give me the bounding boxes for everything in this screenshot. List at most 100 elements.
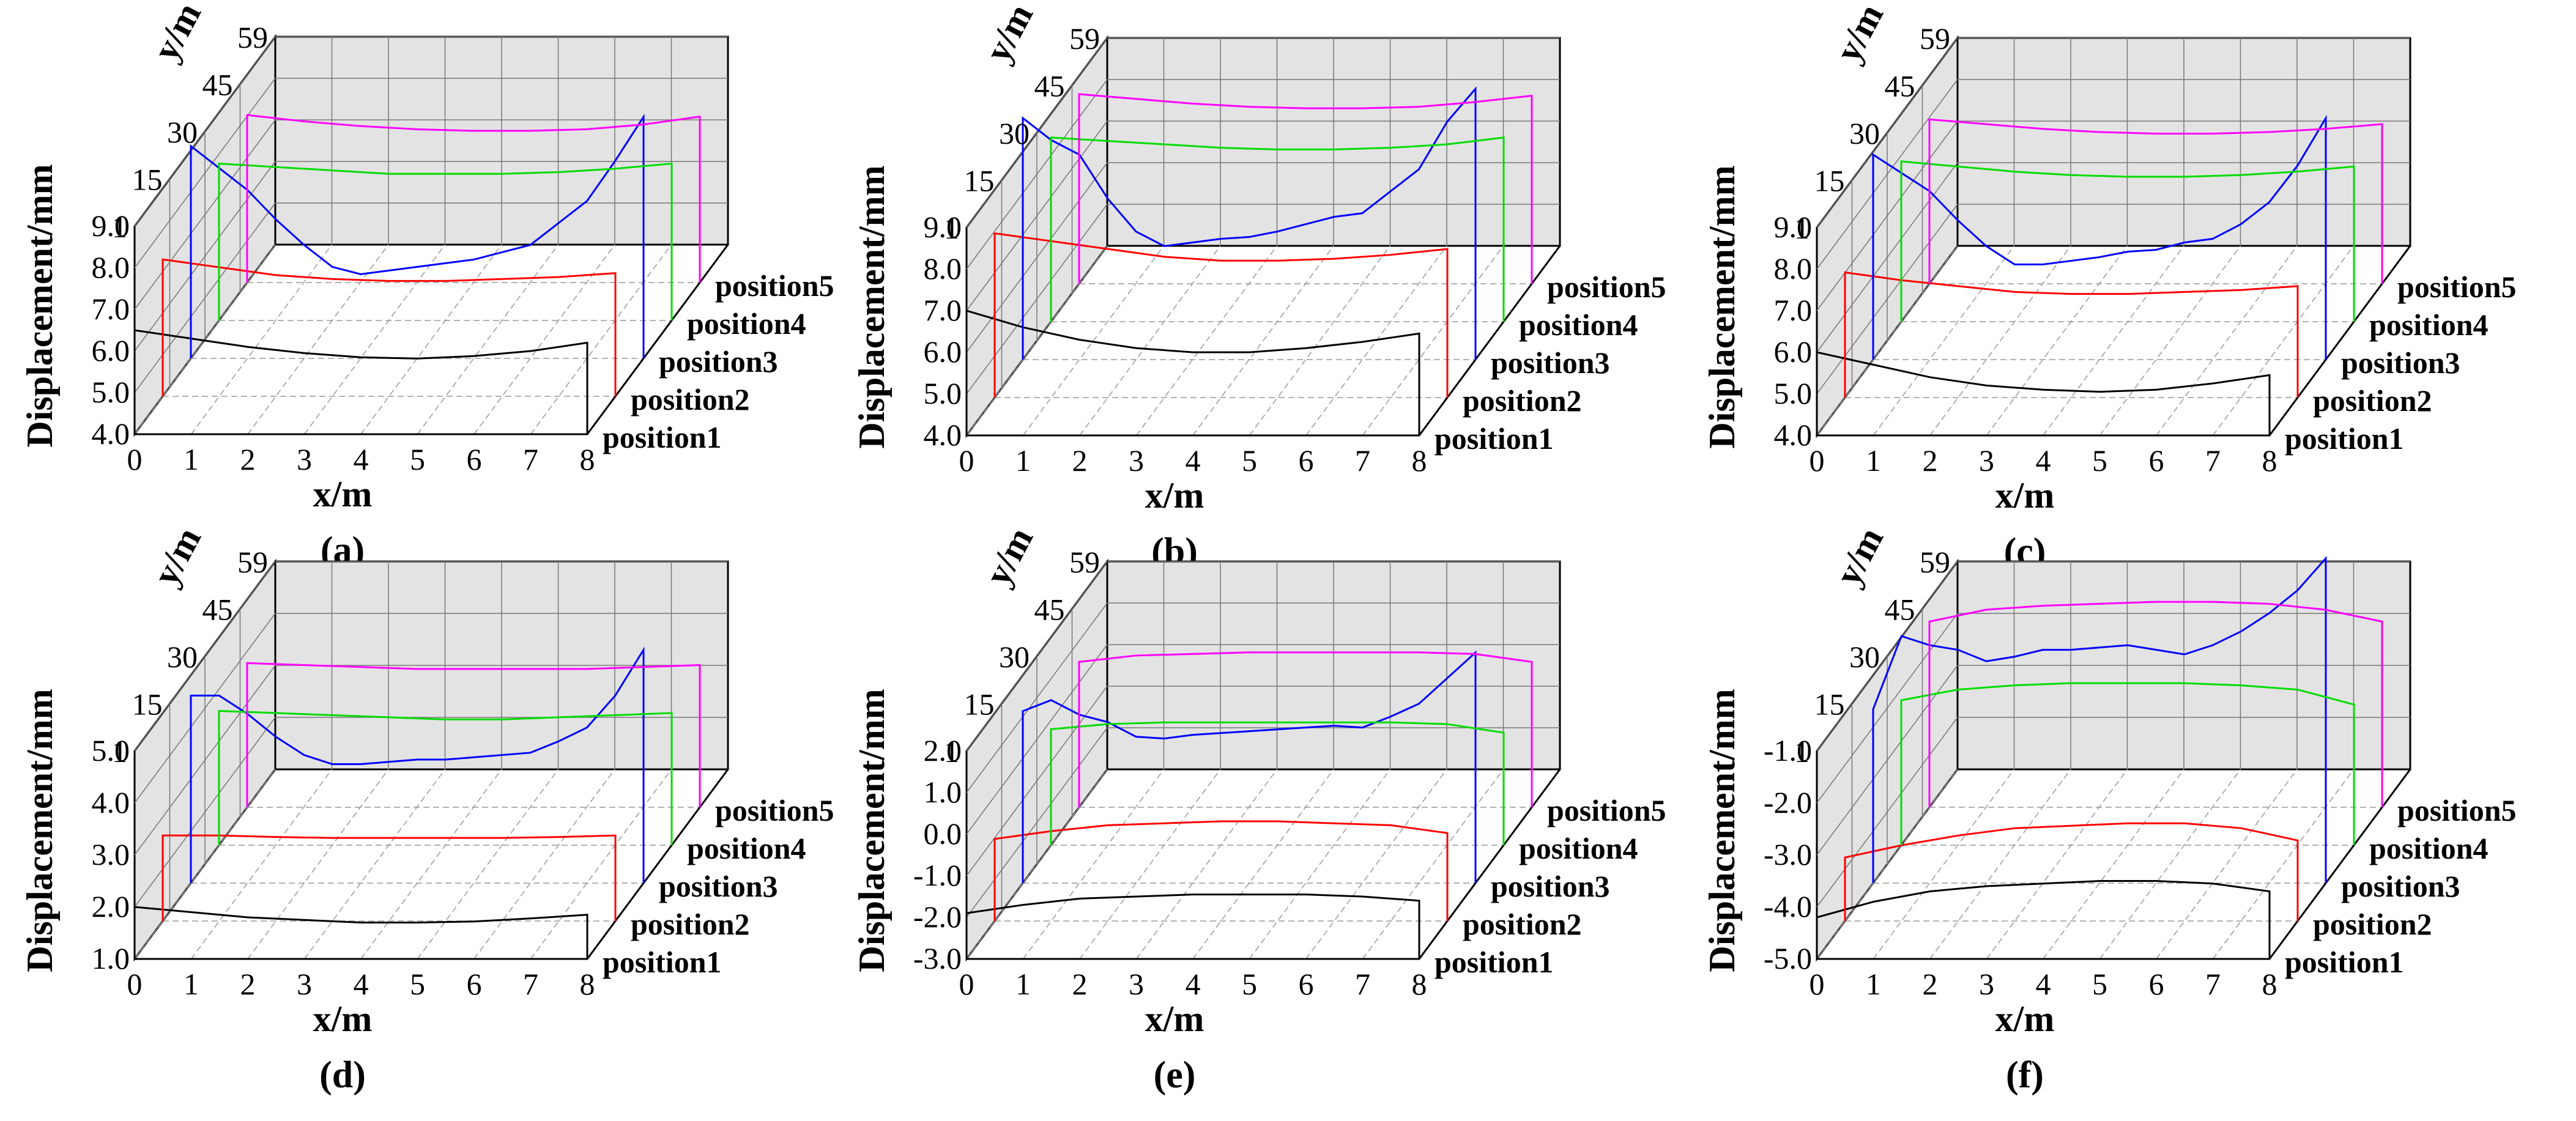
floor-gridline-x <box>134 769 276 960</box>
series-label-position4: position4 <box>1519 308 1638 342</box>
z-tick-label: 9.0 <box>92 209 130 243</box>
x-tick-label: 3 <box>297 967 312 1001</box>
floor-gridline-x <box>2043 769 2184 960</box>
series-line-position2 <box>1844 822 2299 921</box>
z-tick-label: 4.0 <box>92 785 130 819</box>
series-label-position5: position5 <box>1547 793 1666 827</box>
y-tick-label: 30 <box>999 640 1030 674</box>
z-tick-label: 4.0 <box>924 418 962 452</box>
series-line-position5 <box>246 114 701 283</box>
left-gridline-z <box>966 204 1108 394</box>
floor-gridline-x <box>360 769 502 960</box>
z-tick-label: 2.0 <box>924 733 962 768</box>
series-line-position4 <box>218 709 673 845</box>
series-label-position5: position5 <box>2397 793 2517 827</box>
series-line-position1 <box>965 309 1420 435</box>
series-label-position1: position1 <box>603 420 722 454</box>
x-tick-label: 7 <box>2205 967 2221 1001</box>
floor-gridline-x <box>417 244 559 435</box>
x-tick-label: 6 <box>2149 967 2164 1001</box>
y-tick-label: 15 <box>964 164 995 198</box>
x-tick-label: 4 <box>1186 443 1201 478</box>
floor-gridline-x <box>1022 245 1165 436</box>
floor-gridline-x <box>1192 769 1334 960</box>
z-tick-label: 4.0 <box>92 416 130 451</box>
series-line-position4 <box>1050 136 1505 322</box>
z-axis-title: Displacement/mm <box>1702 689 1742 972</box>
y-tick-label: 30 <box>1849 640 1880 674</box>
y-axis-title: y/m <box>1828 0 1891 68</box>
z-tick-label: 9.0 <box>1774 210 1813 244</box>
series-label-position4: position4 <box>687 831 806 865</box>
series-label-position1: position1 <box>2285 421 2404 456</box>
left-gridline-z <box>1816 204 1958 394</box>
series-label-position4: position4 <box>1519 831 1638 865</box>
left-gridline-z <box>1816 162 1958 353</box>
series-label-position5: position5 <box>715 268 834 303</box>
y-tick-label: 45 <box>202 68 233 102</box>
z-tick-label: -1.0 <box>1764 733 1812 768</box>
floor-gridline-x <box>1816 769 1958 960</box>
x-axis-title: x/m <box>1145 475 1204 516</box>
left-gridline-z <box>134 202 276 393</box>
floor-gridline-x <box>1986 769 2128 960</box>
y-tick-label: 45 <box>1034 593 1065 627</box>
left-gridline-z <box>1816 37 1958 228</box>
panel-label: (f) <box>2006 1054 2044 1096</box>
series-line-position2 <box>993 820 1449 921</box>
series-label-position1: position1 <box>1435 421 1554 456</box>
x-tick-label: 2 <box>1923 443 1938 478</box>
z-tick-label: 7.0 <box>92 292 130 326</box>
y-tick-label: 45 <box>202 593 233 627</box>
y-tick-label: 15 <box>132 687 163 722</box>
z-tick-label: 4.0 <box>1774 418 1813 452</box>
y-tick-label: 15 <box>1814 164 1845 198</box>
floor-gridline-x <box>1362 245 1504 436</box>
z-axis-title: Displacement/mm <box>852 165 892 448</box>
series-label-position3: position3 <box>2341 869 2460 903</box>
series-line-position4 <box>1900 160 2355 322</box>
chart-panel-a: 4.05.06.07.08.09.0position1position2posi… <box>20 0 834 571</box>
series-line-position5 <box>1928 601 2383 807</box>
y-tick-label: 59 <box>237 545 268 579</box>
series-label-position1: position1 <box>603 945 722 979</box>
left-gridline-z <box>966 644 1108 835</box>
floor-gridline-x <box>2099 245 2241 436</box>
series-label-position4: position4 <box>2369 831 2489 865</box>
x-axis-title: x/m <box>1145 999 1204 1039</box>
panel-label: (e) <box>1154 1054 1196 1096</box>
chart-panel-c: 4.05.06.07.08.09.0position1position2posi… <box>1702 0 2517 572</box>
x-tick-label: 4 <box>354 442 369 476</box>
left-gridline-z <box>134 78 276 268</box>
series-line-position1 <box>133 906 588 959</box>
left-gridline-z <box>134 36 276 227</box>
floor-gridline-x <box>1873 769 2015 960</box>
left-gridline-z <box>134 119 276 310</box>
x-tick-label: 2 <box>1072 443 1088 478</box>
series-line-position2 <box>1844 271 2299 398</box>
z-tick-label: 1.0 <box>924 775 962 809</box>
y-tick-label: 59 <box>1920 21 1950 56</box>
series-label-position4: position4 <box>687 306 806 341</box>
series-label-position1: position1 <box>1435 945 1554 979</box>
floor-gridline-x <box>417 769 559 960</box>
floor-gridline-x <box>134 244 276 435</box>
z-tick-label: 5.0 <box>92 375 130 409</box>
left-gridline-z <box>966 561 1108 752</box>
series-label-position2: position2 <box>1463 907 1582 941</box>
y-tick-label: 30 <box>1849 116 1880 150</box>
y-tick-label: 30 <box>999 116 1030 150</box>
z-tick-label: 5.0 <box>1774 376 1813 410</box>
series-label-position2: position2 <box>1463 383 1582 418</box>
y-axis-title: y/m <box>978 0 1041 68</box>
y-tick-label: 59 <box>237 20 268 54</box>
z-tick-label: -1.0 <box>913 858 962 892</box>
x-tick-label: 6 <box>467 442 482 476</box>
series-line-position5 <box>1078 93 1533 284</box>
y-tick-label: 45 <box>1885 593 1915 627</box>
y-tick-label: 59 <box>1069 21 1100 56</box>
left-gridline-z <box>966 686 1108 876</box>
floor-gridline-x <box>190 769 333 960</box>
left-gridline-z <box>1816 79 1958 270</box>
x-tick-label: 5 <box>2092 967 2107 1001</box>
